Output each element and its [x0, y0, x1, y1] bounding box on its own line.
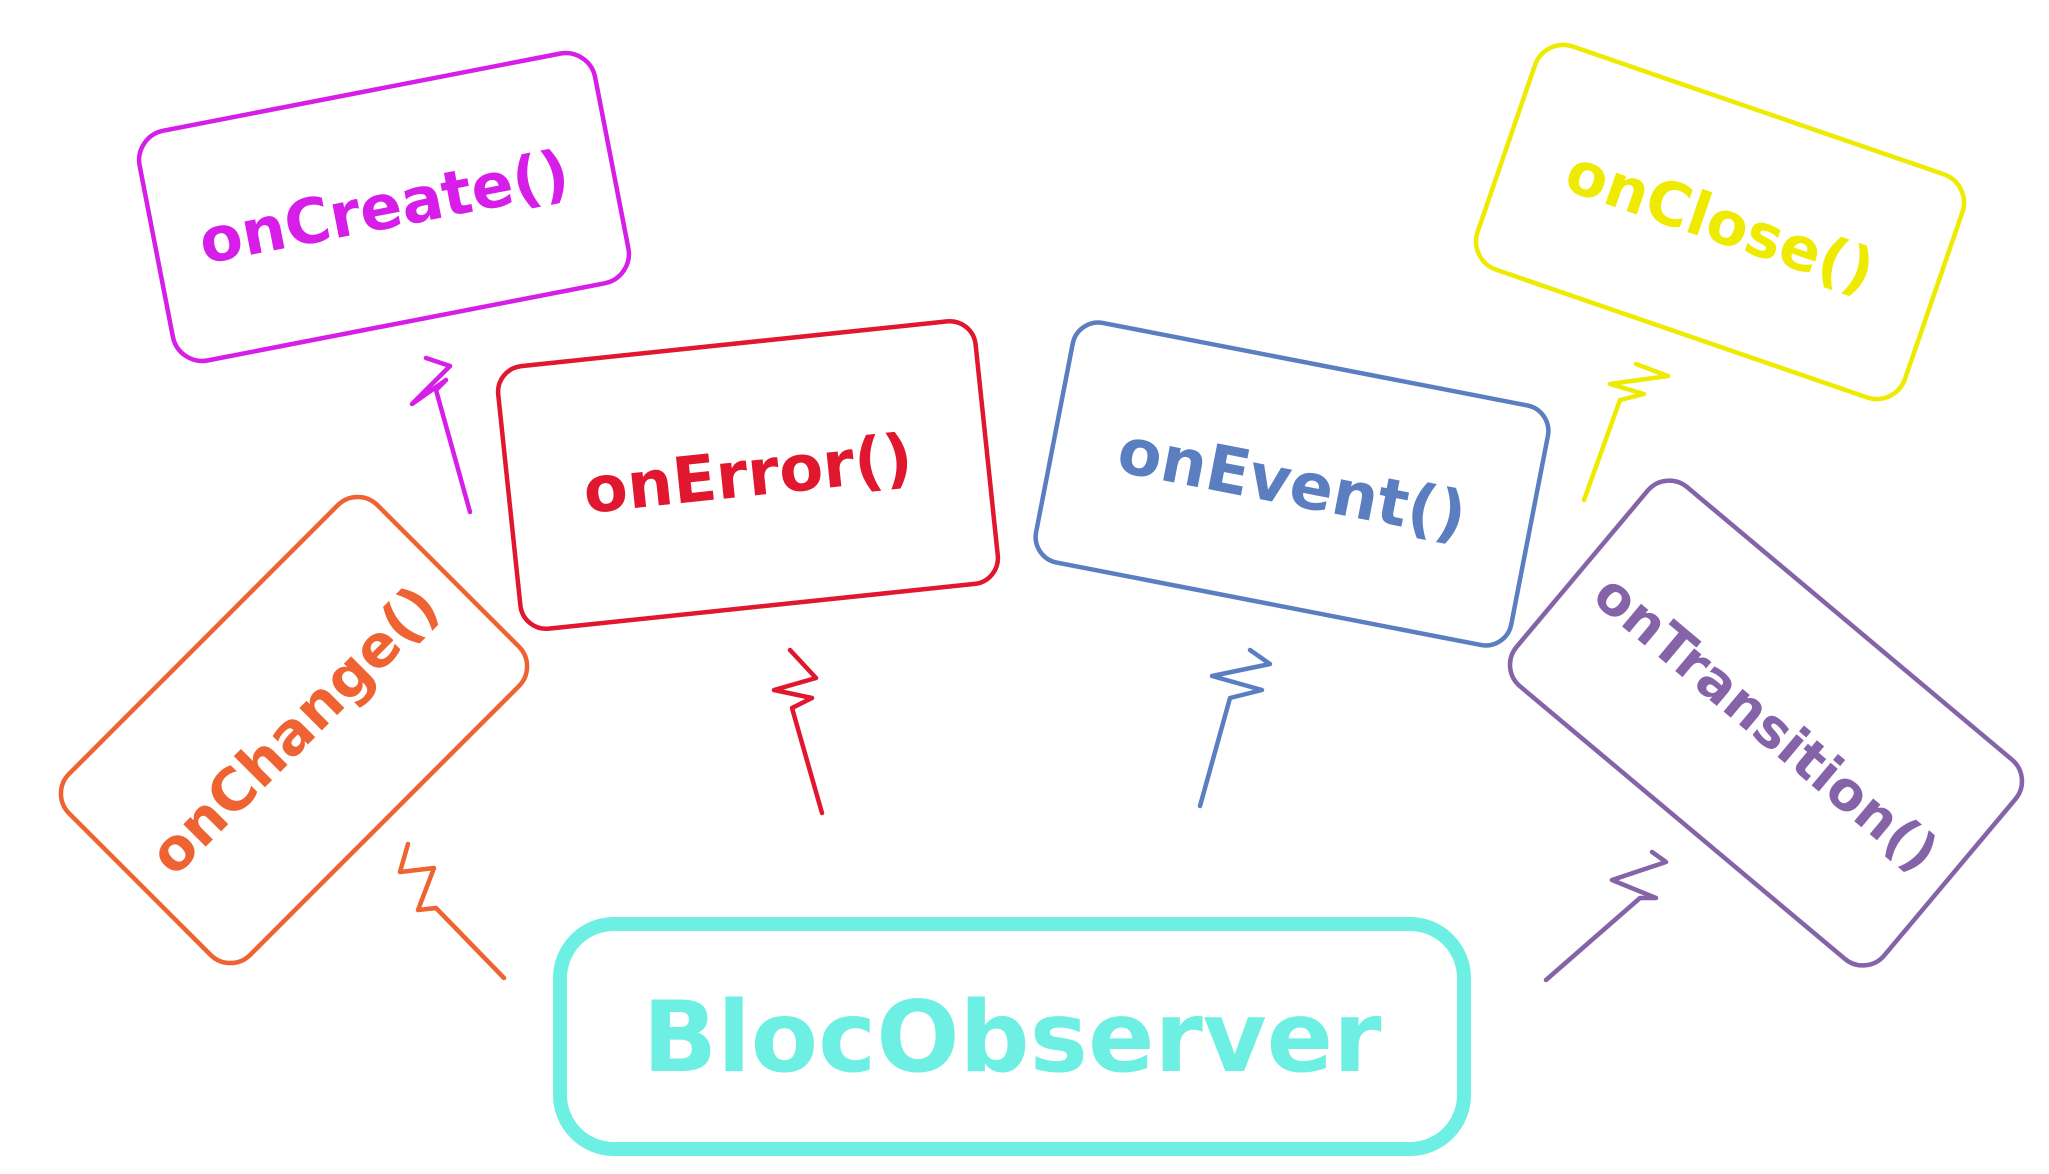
node-on-event: onEvent() — [1033, 320, 1551, 648]
node-on-error: onError() — [495, 318, 1001, 632]
node-frame — [136, 50, 632, 364]
node-on-create: onCreate() — [136, 50, 632, 364]
node-frame — [1473, 42, 1967, 402]
connector-on-create — [409, 355, 473, 515]
center-node: BlocObserver — [553, 917, 1471, 1156]
center-frame — [553, 917, 1471, 1156]
node-frame — [1033, 320, 1551, 648]
node-on-transition: onTransition() — [1507, 478, 2025, 968]
center-label: BlocObserver — [643, 981, 1383, 1095]
connector-on-close — [1581, 361, 1671, 503]
node-frame — [58, 494, 530, 966]
node-frame — [495, 318, 1001, 632]
connector-on-event — [1197, 647, 1273, 809]
node-on-change: onChange() — [58, 494, 530, 966]
node-on-close: onClose() — [1473, 42, 1967, 402]
connector-on-transition — [1543, 849, 1669, 983]
connector-on-change — [397, 841, 507, 981]
connector-on-error — [771, 647, 825, 816]
node-frame — [1507, 478, 2025, 968]
